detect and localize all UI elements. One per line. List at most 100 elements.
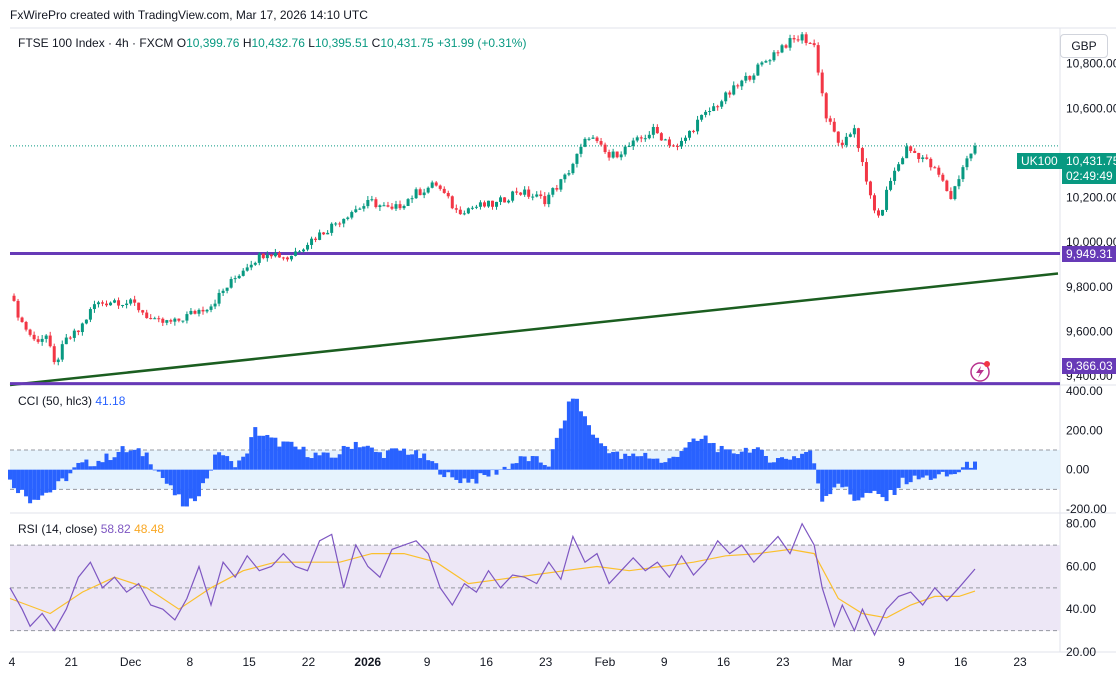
candle-body (430, 182, 434, 188)
candle-body (80, 323, 84, 333)
cci-bar (968, 467, 973, 470)
candle-body (555, 188, 559, 190)
cci-bar (904, 469, 909, 485)
candle-body (704, 111, 708, 115)
candle-body (422, 192, 426, 196)
cci-bar (703, 435, 708, 470)
candle-body (442, 188, 446, 193)
cci-bar (321, 452, 326, 470)
candle-body (402, 206, 406, 209)
cci-bar (667, 458, 672, 470)
cci-bar (205, 469, 210, 479)
candle-body (201, 309, 205, 312)
cci-histogram (8, 398, 977, 507)
cci-bar (100, 462, 105, 470)
candle-body (744, 75, 748, 81)
candle-body (482, 202, 486, 207)
candle-body (973, 145, 977, 154)
candle-body (161, 318, 165, 323)
cci-bar (631, 453, 636, 470)
cci-bar (840, 469, 845, 488)
candle-body (354, 209, 358, 213)
cci-bar (293, 446, 298, 470)
last-price-tag: 10,431.75 (1062, 153, 1116, 169)
cci-bar (486, 469, 491, 477)
candle-body (575, 153, 579, 164)
cci-bar (68, 469, 73, 474)
candle-body (326, 232, 330, 235)
event-dot-icon (984, 361, 990, 367)
cci-bar (824, 469, 829, 496)
cci-bar (72, 467, 77, 470)
candle-body (310, 238, 314, 245)
time-tick-label: Dec (120, 655, 141, 669)
cci-bar (884, 469, 889, 502)
candle-body (756, 64, 760, 76)
candle-body (881, 209, 885, 216)
candle-body (165, 320, 169, 323)
candle-body (917, 152, 921, 159)
time-tick-label: Feb (595, 655, 616, 669)
time-tick-label: Mar (832, 655, 853, 669)
cci-bar (755, 447, 760, 470)
time-tick-label: 4 (9, 655, 16, 669)
cci-bar (325, 452, 330, 470)
candle-body (486, 200, 490, 207)
candle-body (129, 299, 133, 304)
candle-body (358, 208, 362, 210)
candle-body (961, 167, 965, 180)
price-tick-label: 10,200.00 (1066, 191, 1116, 205)
cci-bar (595, 437, 600, 470)
candle-body (921, 157, 925, 159)
cci-bar (140, 456, 145, 470)
cci-bar (538, 462, 543, 470)
cci-bar (920, 469, 925, 478)
candle-body (563, 174, 567, 180)
cci-bar (201, 469, 205, 484)
currency-button[interactable]: GBP (1060, 34, 1108, 58)
cci-bar (265, 434, 270, 470)
cci-bar (912, 469, 917, 476)
candle-body (318, 232, 322, 240)
candle-body (776, 52, 780, 54)
cci-bar (132, 449, 137, 470)
rsi-legend[interactable]: RSI (14, close) 58.82 48.48 (18, 522, 164, 536)
candle-body (133, 299, 137, 303)
cci-bar (188, 469, 193, 499)
candle-body (253, 262, 257, 265)
cci-bar (289, 441, 294, 470)
candle-body (302, 249, 306, 252)
cci-bar (510, 463, 515, 470)
cci-bar (48, 469, 53, 493)
candle-body (780, 45, 784, 53)
rsi-line (9, 522, 976, 637)
candle-body (579, 146, 583, 154)
cci-bar (506, 468, 511, 470)
cci-bar (587, 425, 591, 470)
cci-bar (896, 469, 901, 488)
cci-bar (233, 467, 238, 470)
candle-body (675, 145, 679, 147)
candles-group (12, 32, 977, 366)
cci-bar (578, 411, 583, 470)
candle-body (893, 170, 897, 181)
candle-body (157, 318, 161, 320)
symbol-name[interactable]: FTSE 100 Index · 4h · FXCM (18, 36, 174, 50)
cci-bar (635, 456, 640, 470)
cci-bar (365, 445, 370, 470)
candle-body (909, 146, 913, 151)
candle-body (627, 146, 631, 148)
cci-legend[interactable]: CCI (50, hlc3) 41.18 (18, 394, 125, 408)
cci-bar (916, 469, 921, 480)
cci-bar (128, 450, 133, 470)
candle-body (933, 167, 937, 169)
candle-body (366, 200, 370, 207)
candle-body (535, 194, 539, 197)
candle-body (229, 279, 233, 288)
cci-bar (192, 469, 197, 502)
candle-body (712, 106, 716, 112)
candle-body (117, 300, 121, 306)
candle-body (953, 186, 957, 199)
cci-bar (695, 440, 700, 470)
